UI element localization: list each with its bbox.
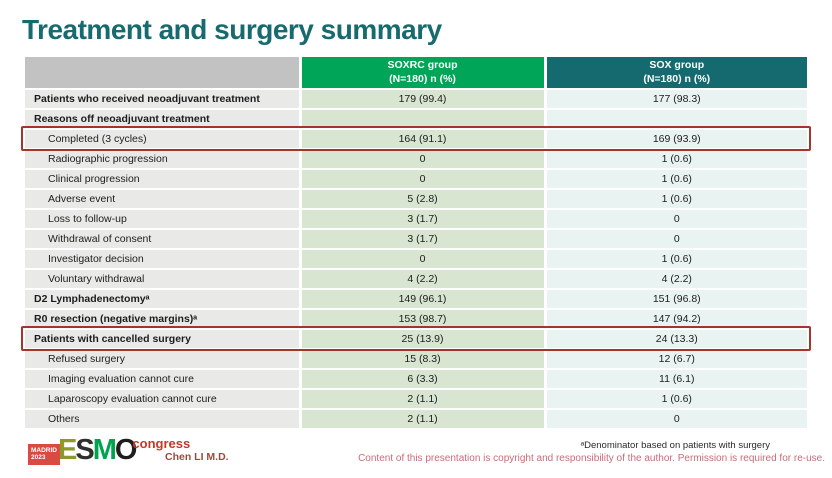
soxrc-value: 0 (300, 169, 547, 190)
row-label: Clinical progression (25, 169, 302, 190)
row-label: Loss to follow-up (25, 209, 302, 230)
table-row: Clinical progression 0 1 (0.6) (25, 169, 807, 190)
header-sox-line2: (N=180) n (%) (643, 72, 711, 85)
soxrc-value: 5 (2.8) (300, 189, 547, 210)
row-label: Investigator decision (25, 249, 302, 270)
header-sox-group: SOX group (N=180) n (%) (545, 57, 807, 90)
sox-value: 1 (0.6) (545, 249, 807, 270)
esmo-letter: S (75, 434, 94, 466)
table-row: R0 resection (negative margins)ᵃ 153 (98.… (25, 309, 807, 330)
sox-value: 12 (6.7) (545, 349, 807, 370)
row-label: Adverse event (25, 189, 302, 210)
esmo-congress-logo: MADRID 2023 ESMO congress (28, 434, 191, 466)
presenter-name: Chen LI M.D. (165, 451, 229, 463)
soxrc-value: 6 (3.3) (300, 369, 547, 390)
row-label: Patients with cancelled surgery (25, 329, 302, 350)
soxrc-value: 164 (91.1) (300, 129, 547, 150)
copyright-notice: Content of this presentation is copyrigh… (358, 453, 825, 464)
header-sox-line1: SOX group (649, 58, 705, 71)
row-label: Radiographic progression (25, 149, 302, 170)
madrid-label: MADRID (31, 447, 57, 454)
sox-value: 177 (98.3) (545, 89, 807, 110)
summary-table: SOXRC group (N=180) n (%) SOX group (N=1… (25, 57, 807, 430)
row-label: Laparoscopy evaluation cannot cure (25, 389, 302, 410)
soxrc-value: 3 (1.7) (300, 209, 547, 230)
table-row: Patients who received neoadjuvant treatm… (25, 89, 807, 110)
congress-label: congress (132, 436, 191, 451)
row-label: Imaging evaluation cannot cure (25, 369, 302, 390)
soxrc-value (300, 109, 547, 130)
table-row: Laparoscopy evaluation cannot cure 2 (1.1… (25, 389, 807, 410)
table-row: Patients with cancelled surgery 25 (13.9)… (25, 329, 807, 350)
sox-value: 0 (545, 409, 807, 430)
soxrc-value: 0 (300, 149, 547, 170)
summary-table-wrap: SOXRC group (N=180) n (%) SOX group (N=1… (25, 57, 807, 430)
row-label: Reasons off neoadjuvant treatment (25, 109, 302, 130)
soxrc-value: 15 (8.3) (300, 349, 547, 370)
esmo-letter: O (114, 434, 138, 466)
row-label: D2 Lymphadenectomyᵃ (25, 289, 302, 310)
soxrc-value: 3 (1.7) (300, 229, 547, 250)
table-row: Withdrawal of consent 3 (1.7) 0 (25, 229, 807, 250)
sox-value: 0 (545, 209, 807, 230)
table-row: Imaging evaluation cannot cure 6 (3.3) 11 … (25, 369, 807, 390)
table-row: Reasons off neoadjuvant treatment (25, 109, 807, 130)
header-empty-cell (25, 57, 302, 90)
sox-value: 4 (2.2) (545, 269, 807, 290)
soxrc-value: 149 (96.1) (300, 289, 547, 310)
slide-title: Treatment and surgery summary (22, 14, 442, 45)
table-row: Radiographic progression 0 1 (0.6) (25, 149, 807, 170)
header-soxrc-line1: SOXRC group (387, 58, 458, 71)
esmo-letter: M (92, 434, 117, 466)
sox-value: 1 (0.6) (545, 389, 807, 410)
soxrc-value: 2 (1.1) (300, 389, 547, 410)
table-row: D2 Lymphadenectomyᵃ 149 (96.1) 151 (96.8) (25, 289, 807, 310)
madrid-2023-badge: MADRID 2023 (28, 444, 60, 465)
esmo-letter: E (58, 434, 77, 466)
soxrc-value: 179 (99.4) (300, 89, 547, 110)
sox-value: 0 (545, 229, 807, 250)
row-label: Refused surgery (25, 349, 302, 370)
table-row: Loss to follow-up 3 (1.7) 0 (25, 209, 807, 230)
table-row: Completed (3 cycles) 164 (91.1) 169 (93.9) (25, 129, 807, 150)
table-row: Adverse event 5 (2.8) 1 (0.6) (25, 189, 807, 210)
sox-value: 1 (0.6) (545, 189, 807, 210)
sox-value: 169 (93.9) (545, 129, 807, 150)
header-soxrc-line2: (N=180) n (%) (389, 72, 456, 85)
sox-value: 147 (94.2) (545, 309, 807, 330)
table-row: Investigator decision 0 1 (0.6) (25, 249, 807, 270)
row-label: Patients who received neoadjuvant treatm… (25, 89, 302, 110)
row-label: Completed (3 cycles) (25, 129, 302, 150)
soxrc-value: 0 (300, 249, 547, 270)
table-header-row: SOXRC group (N=180) n (%) SOX group (N=1… (25, 57, 807, 90)
soxrc-value: 4 (2.2) (300, 269, 547, 290)
row-label: Withdrawal of consent (25, 229, 302, 250)
esmo-letters: ESMO (58, 434, 138, 466)
row-label: R0 resection (negative margins)ᵃ (25, 309, 302, 330)
soxrc-value: 2 (1.1) (300, 409, 547, 430)
sox-value: 11 (6.1) (545, 369, 807, 390)
table-row: Voluntary withdrawal 4 (2.2) 4 (2.2) (25, 269, 807, 290)
year-label: 2023 (31, 454, 46, 462)
sox-value: 1 (0.6) (545, 169, 807, 190)
table-body: Patients who received neoadjuvant treatm… (25, 89, 807, 430)
soxrc-value: 153 (98.7) (300, 309, 547, 330)
sox-value (545, 109, 807, 130)
sox-value: 151 (96.8) (545, 289, 807, 310)
soxrc-value: 25 (13.9) (300, 329, 547, 350)
row-label: Others (25, 409, 302, 430)
table-footnote: ᵃDenominator based on patients with surg… (580, 440, 770, 451)
table-row: Refused surgery 15 (8.3) 12 (6.7) (25, 349, 807, 370)
sox-value: 1 (0.6) (545, 149, 807, 170)
sox-value: 24 (13.3) (545, 329, 807, 350)
table-row: Others 2 (1.1) 0 (25, 409, 807, 430)
header-soxrc-group: SOXRC group (N=180) n (%) (300, 57, 547, 90)
row-label: Voluntary withdrawal (25, 269, 302, 290)
